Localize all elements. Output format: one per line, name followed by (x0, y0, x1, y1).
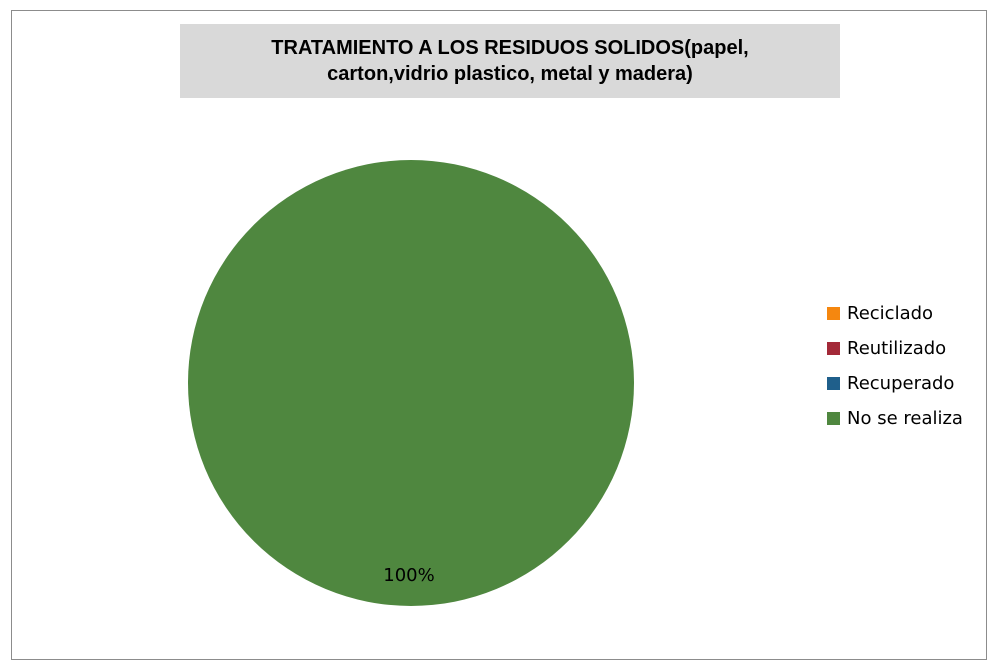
legend-item-no-se-realiza: No se realiza (827, 401, 963, 436)
pie-slice-no-se-realiza (188, 160, 634, 606)
legend-item-reciclado: Reciclado (827, 296, 963, 331)
chart-title-box: TRATAMIENTO A LOS RESIDUOS SOLIDOS(papel… (180, 24, 840, 98)
chart-title: TRATAMIENTO A LOS RESIDUOS SOLIDOS(papel… (190, 35, 830, 87)
legend-item-recuperado: Recuperado (827, 366, 963, 401)
chart-title-line-2: carton,vidrio plastico, metal y madera) (327, 63, 693, 85)
legend-label-no-se-realiza: No se realiza (847, 408, 963, 429)
legend-swatch-recuperado (827, 377, 840, 390)
legend: Reciclado Reutilizado Recuperado No se r… (827, 296, 963, 436)
legend-swatch-no-se-realiza (827, 412, 840, 425)
pie-data-label-no-se-realiza: 100% (383, 565, 434, 586)
legend-label-reutilizado: Reutilizado (847, 338, 947, 359)
chart-title-line-1: TRATAMIENTO A LOS RESIDUOS SOLIDOS(papel… (271, 37, 749, 59)
legend-swatch-reciclado (827, 307, 840, 320)
legend-label-reciclado: Reciclado (847, 303, 934, 324)
legend-label-recuperado: Recuperado (847, 373, 955, 394)
legend-item-reutilizado: Reutilizado (827, 331, 963, 366)
pie-slices (188, 160, 634, 606)
pie-data-labels: 100% (383, 565, 434, 586)
legend-swatch-reutilizado (827, 342, 840, 355)
